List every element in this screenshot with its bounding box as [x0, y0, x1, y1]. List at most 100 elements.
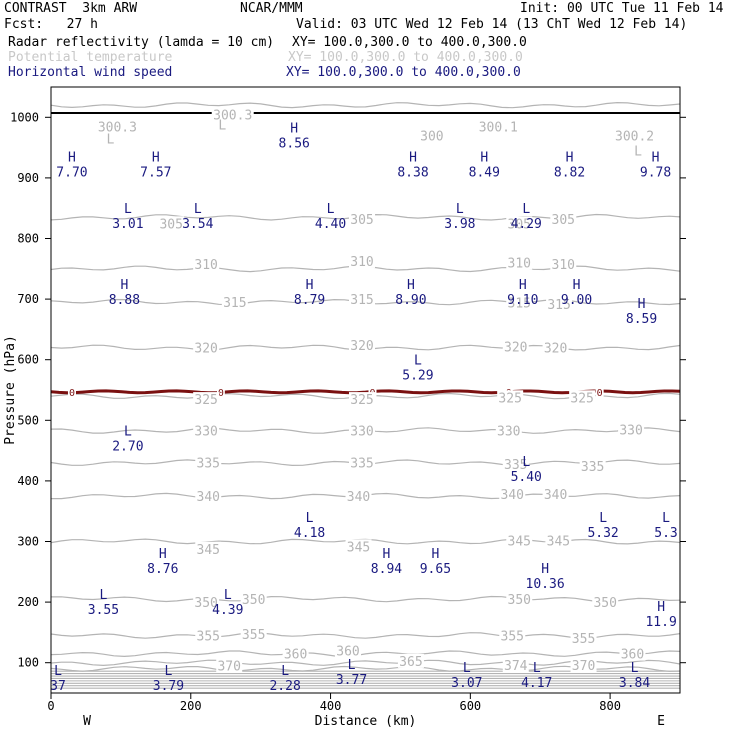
wind-extremum-mark: H — [290, 121, 298, 136]
theta-label: 320 — [504, 340, 527, 355]
theta-label-bg — [499, 487, 526, 502]
theta-label-bg — [502, 456, 529, 471]
theta-label: 330 — [350, 425, 373, 440]
theta-label-bg — [613, 128, 656, 143]
wind-extremum-mark: L — [306, 511, 314, 526]
theta-extremum-mark: L — [634, 145, 642, 160]
theta-label: 345 — [347, 540, 370, 555]
theta-label: 300 — [420, 129, 443, 144]
theta-label-bg — [550, 256, 577, 271]
wind-extremum-mark: L — [124, 424, 132, 439]
theta-label-bg — [345, 489, 372, 504]
theta-label-bg — [506, 255, 533, 270]
wind-extremum-value: 8.56 — [279, 136, 310, 151]
wind-extremum-mark: H — [652, 151, 660, 166]
theta-label-bg — [542, 487, 569, 502]
theta-label: 325 — [350, 393, 373, 408]
wind-extremum-value: 8.90 — [395, 293, 426, 308]
x-axis-title: Distance (km) — [315, 714, 417, 729]
wind-extrema: H7.70H7.57H8.38H8.49H8.82H9.78H8.56L3.01… — [50, 121, 678, 693]
y-tick-label: 600 — [17, 353, 39, 367]
wind-extremum-value: 3.54 — [182, 217, 213, 232]
theta-label: 350 — [508, 593, 531, 608]
theta-label: 360 — [284, 648, 307, 663]
organization: NCAR/MMM — [240, 1, 303, 16]
field-reflectivity-name: Radar reflectivity (lamda = 10 cm) — [8, 35, 275, 50]
theta-label-bg — [499, 628, 526, 643]
theta-label: 355 — [242, 628, 265, 643]
wind-extremum-value: 8.94 — [371, 562, 402, 577]
right-gutter — [681, 85, 740, 695]
wind-extremum-value: 2.28 — [269, 679, 300, 694]
wind-extremum-value: 4.17 — [521, 676, 552, 691]
theta-label: 370 — [217, 660, 240, 675]
theta-label: 340 — [501, 488, 524, 503]
theta-label: 345 — [508, 534, 531, 549]
wind-extremum-mark: L — [456, 202, 464, 217]
theta-label: 330 — [194, 425, 217, 440]
wind-extremum-value: 3.77 — [336, 673, 367, 688]
theta-label: 310 — [508, 257, 531, 272]
theta-label-bg — [418, 128, 445, 143]
wind-extremum-value: 4.40 — [315, 217, 346, 232]
theta-label: 325 — [498, 391, 521, 406]
wind-extremum-value: 9.00 — [561, 293, 592, 308]
theta-label: 300.2 — [615, 129, 654, 144]
y-tick-label: 700 — [17, 292, 39, 306]
x-tick-label: 600 — [459, 699, 481, 713]
theta-label: 365 — [399, 655, 422, 670]
wind-extremum-value: 8.82 — [554, 166, 585, 181]
theta-label: 300.3 — [213, 108, 252, 123]
theta-label-bg — [618, 422, 645, 437]
wind-extremum-mark: L — [599, 511, 607, 526]
theta-label-bg — [545, 533, 572, 548]
theta-label: 325 — [194, 393, 217, 408]
theta-label: 350 — [242, 593, 265, 608]
theta-label: 320 — [194, 342, 217, 357]
reflectivity-label-bg — [368, 386, 377, 397]
theta-label-bg — [195, 628, 222, 643]
wind-extremum-value: 9.78 — [640, 166, 671, 181]
wind-extremum-value: 10.36 — [526, 577, 565, 592]
theta-label-bg — [506, 533, 533, 548]
theta-label-bg — [497, 390, 524, 405]
theta-label-bg — [193, 423, 220, 438]
theta-label: 335 — [504, 458, 527, 473]
x-tick-label: 400 — [320, 699, 342, 713]
wind-extremum-value: 5.32 — [587, 526, 618, 541]
wind-extremum-value: 5.3 — [654, 526, 677, 541]
theta-contour-300 — [50, 101, 681, 109]
theta-label-bg — [619, 646, 646, 661]
theta-label: 350 — [194, 596, 217, 611]
theta-contour-345 — [50, 538, 681, 545]
theta-label-bg — [282, 646, 309, 661]
theta-label: 320 — [544, 342, 567, 357]
wind-extremum-mark: H — [120, 278, 128, 293]
theta-label-bg — [349, 338, 376, 353]
wind-extremum-value: 8.88 — [109, 293, 140, 308]
theta-label-bg — [542, 340, 569, 355]
wind-extremum-mark: H — [306, 278, 314, 293]
wind-extremum-value: 37 — [50, 679, 66, 694]
reflectivity-label: 0 — [69, 388, 75, 399]
theta-label: 355 — [501, 629, 524, 644]
field-wind-name: Horizontal wind speed — [8, 65, 173, 80]
theta-label-bg — [502, 339, 529, 354]
wind-extremum-value: 7.70 — [56, 166, 87, 181]
reflectivity-label-bg — [595, 386, 604, 397]
theta-label-bg — [195, 541, 222, 556]
wind-extremum-value: 9.65 — [420, 562, 451, 577]
theta-label-bg — [240, 627, 267, 642]
valid-time: Valid: 03 UTC Wed 12 Feb 14 (13 ChT Wed … — [296, 17, 688, 32]
theta-label-bg — [349, 392, 376, 407]
theta-label-bg — [211, 107, 254, 122]
theta-label: 315 — [350, 293, 373, 308]
theta-label: 340 — [197, 490, 220, 505]
theta-label: 335 — [350, 457, 373, 472]
theta-labels: 370 360 365 374 370 360 360 355 355 355 355 350 350 3… — [96, 107, 656, 675]
wind-extremum-value: 5.29 — [402, 369, 433, 384]
wind-extremum-mark: L — [414, 354, 422, 369]
wind-extremum-mark: H — [407, 278, 415, 293]
theta-label-bg — [477, 119, 520, 134]
wind-extremum-value: 3.84 — [619, 676, 650, 691]
